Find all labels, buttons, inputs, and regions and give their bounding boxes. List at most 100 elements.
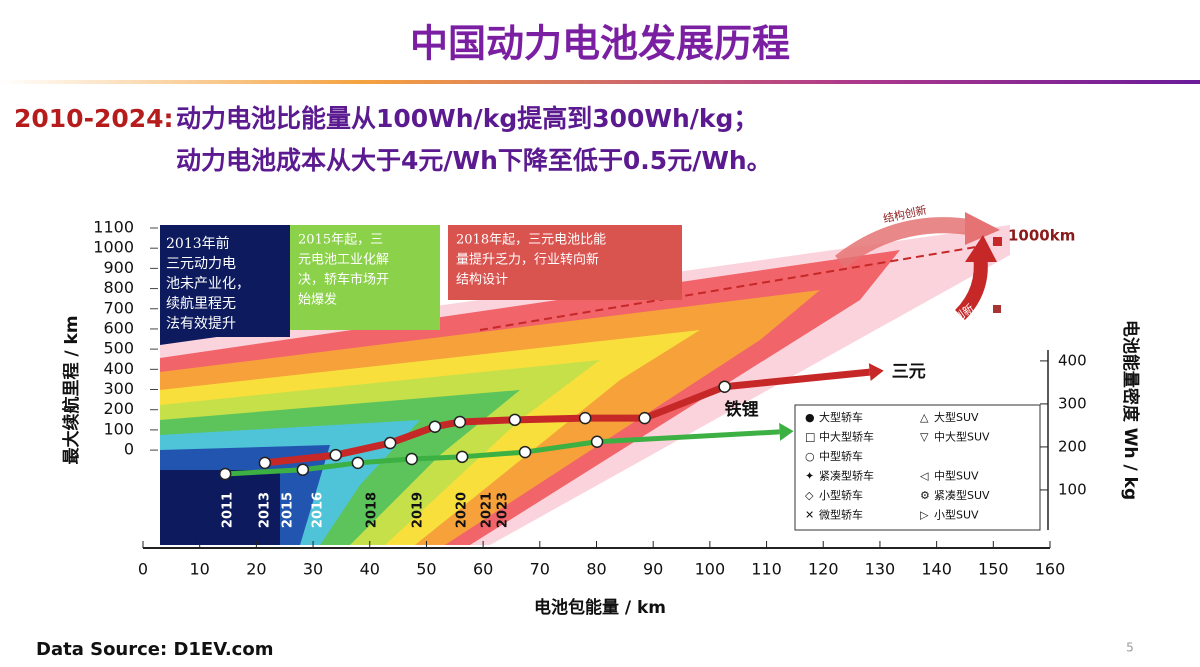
note-text: 法有效提升 [166,316,236,332]
y-tick-label: 100 [103,419,134,438]
year-label: 2013 [258,492,273,528]
x-tick-label: 50 [416,560,436,579]
x-tick-label: 100 [695,560,726,579]
note-text: 决，轿车市场开 [298,272,389,288]
legend-symbol: △ [920,411,929,424]
note-text: 结构设计 [456,273,508,288]
data-point [578,411,592,425]
legend-entry: 小型SUV [934,508,979,522]
annotation: 1000km [1008,227,1075,245]
source: Data Source: D1EV.com [36,639,273,660]
legend-entry: 微型轿车 [819,508,863,522]
subtitle-line: 动力电池比能量从100Wh/kg提高到300Wh/kg； [176,104,758,133]
year-label: 2021 [480,492,495,528]
x-axis-label: 电池包能量 / km [534,597,666,618]
year-label: 2020 [455,492,470,528]
annotation: 材料创新 [932,301,976,338]
year-label: 2016 [311,492,326,528]
data-point [383,436,397,450]
legend-entry: 紧凑型SUV [934,488,990,502]
note-text: 池未产业化， [166,276,250,292]
note-text: 量提升乏力，行业转向新 [456,252,599,268]
data-point [453,415,467,429]
note-text: 始爆发 [298,292,337,308]
data-point [351,456,365,470]
arrow-head [868,363,884,382]
title: 中国动力电池发展历程 [410,22,790,66]
subtitle-lead: 2010-2024: [14,104,174,133]
arrow-head [779,422,794,441]
data-point [638,411,651,425]
year-label: 2015 [281,492,296,528]
year-label: 2011 [221,492,236,528]
data-point [518,445,532,459]
legend-entry: 中型SUV [934,469,979,483]
data-point [258,456,272,470]
data-point [218,467,232,481]
series-line [264,368,871,467]
legend-entry: 中大型SUV [934,430,990,444]
data-point [590,435,604,449]
y-tick-label: 0 [124,440,134,459]
note-text: 三元动力电 [166,256,236,272]
note-text: 元电池工业化解 [298,253,389,268]
x-tick-label: 150 [978,560,1009,579]
legend-entry: 中大型轿车 [819,430,874,444]
data-point [296,463,310,476]
page-number: 5 [1126,641,1134,655]
y-tick-label: 1000 [93,238,134,257]
legend-box [794,404,1041,531]
y2-tick-label: 200 [1058,437,1087,455]
y-tick-label: 700 [103,298,134,317]
note-text: 续航里程无 [166,295,236,312]
data-point [405,452,418,466]
y-tick-label: 600 [103,318,134,337]
data-point [455,450,469,464]
legend-symbol: ◇ [805,489,814,502]
x-tick-label: 20 [246,560,266,579]
legend-entry: 小型轿车 [819,488,863,502]
series-label: 铁锂 [725,399,759,420]
x-tick-label: 160 [1035,560,1066,579]
y2-tick-label: 100 [1058,480,1087,498]
y-tick-label: 300 [103,379,134,398]
legend-entry: 大型SUV [934,410,979,424]
x-tick-label: 10 [190,560,210,579]
data-point [428,420,442,433]
legend-symbol: □ [805,431,815,444]
year-label: 2018 [365,492,380,528]
legend-entry: 大型轿车 [819,410,863,424]
legend-symbol: ◁ [920,470,929,483]
title-rule [0,80,1200,84]
x-tick-label: 110 [751,560,782,579]
note-text: 2018年起，三元电池比能 [456,233,606,248]
x-tick-label: 70 [530,560,550,579]
legend-symbol: ○ [805,450,815,463]
note-box [290,225,440,330]
note-box [160,225,290,337]
x-tick-label: 0 [138,560,148,579]
y2-tick-label: 300 [1058,394,1087,412]
note-text: 2015年起，三 [298,233,383,248]
y-tick-label: 400 [103,359,134,378]
legend-symbol: ✦ [805,470,814,483]
x-tick-label: 130 [865,560,896,579]
legend-entry: 中型轿车 [819,449,863,463]
legend-symbol: ▷ [920,509,929,522]
y2-tick-label: 400 [1058,351,1087,369]
data-point [718,380,731,393]
legend-symbol: ✕ [805,509,814,522]
y-tick-label: 1100 [93,218,134,237]
y-tick-label: 900 [103,258,134,277]
note-text: 2013年前 [166,235,230,252]
x-tick-label: 140 [921,560,952,579]
legend-symbol: ▽ [920,431,929,444]
x-tick-label: 40 [360,560,380,579]
x-tick-label: 30 [303,560,323,579]
data-point [508,413,522,427]
legend-symbol: ⚙ [920,489,930,502]
series-label: 三元 [892,362,926,382]
legend-entry: 紧凑型轿车 [819,469,874,483]
subtitle-line: 动力电池成本从大于4元/Wh下降至低于0.5元/Wh。 [176,146,772,175]
